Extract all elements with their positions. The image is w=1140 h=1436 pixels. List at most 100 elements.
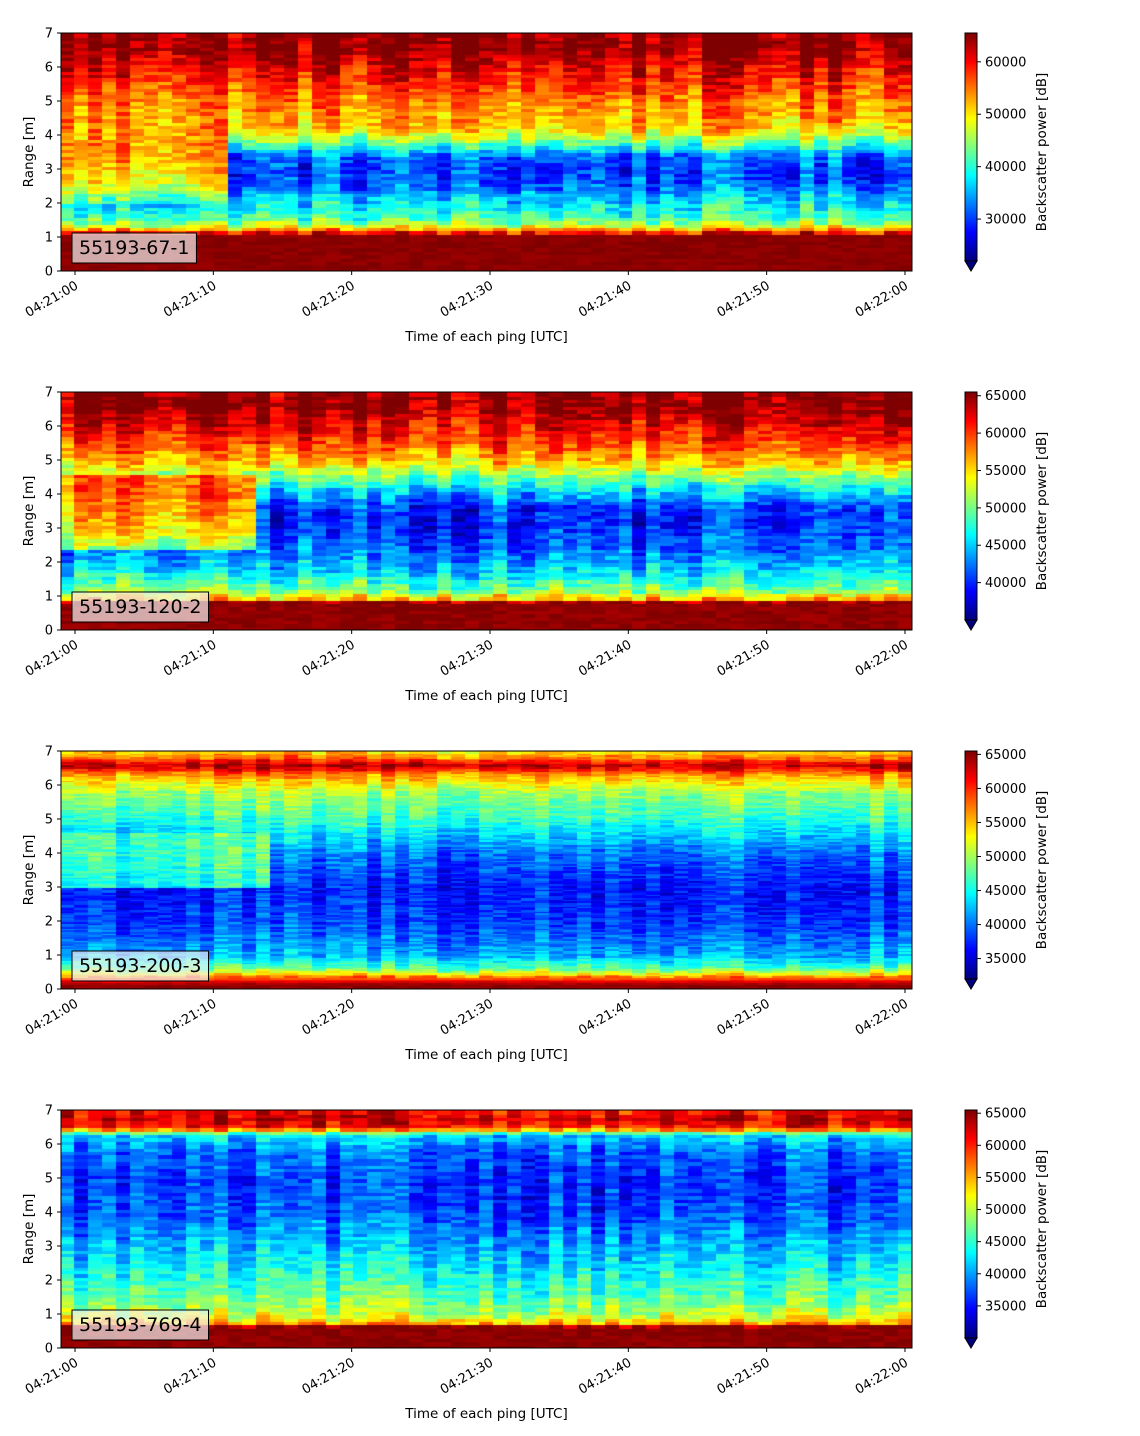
heatmap-image <box>61 392 912 630</box>
colorbar-label: Backscatter power [dB] <box>1034 791 1050 950</box>
colorbar-tick-label: 45000 <box>985 539 1026 554</box>
sample-label: 55193-67-1 <box>79 237 189 259</box>
y-tick-label: 2 <box>45 197 53 212</box>
x-tick-label: 04:21:00 <box>23 996 81 1038</box>
x-tick-label: 04:21:10 <box>161 996 219 1038</box>
colorbar-tick-label: 50000 <box>985 501 1026 516</box>
x-tick-label: 04:21:40 <box>576 637 634 679</box>
y-tick-label: 6 <box>45 1138 53 1153</box>
sample-label: 55193-120-2 <box>79 596 202 618</box>
x-tick-label: 04:21:10 <box>161 278 219 320</box>
y-tick-label: 4 <box>45 488 53 503</box>
y-tick-label: 3 <box>45 1240 53 1255</box>
x-tick-label: 04:21:40 <box>576 1355 634 1397</box>
colorbar-tick-label: 55000 <box>985 1171 1026 1186</box>
sample-label-box <box>71 591 210 623</box>
x-tick-label: 04:21:20 <box>300 996 358 1038</box>
y-tick-label: 7 <box>45 386 53 401</box>
x-tick-label: 04:22:00 <box>853 996 911 1038</box>
y-tick-label: 2 <box>45 556 53 571</box>
y-tick-label: 3 <box>45 522 53 537</box>
y-axis-label: Range [m] <box>21 117 37 188</box>
x-tick-label: 04:21:00 <box>23 1355 81 1397</box>
sample-label-box <box>71 1309 210 1341</box>
colorbar-gradient <box>965 33 977 261</box>
colorbar-tick-label: 35000 <box>985 1299 1026 1314</box>
colorbar-frame <box>964 1109 978 1339</box>
colorbar-tick-label: 55000 <box>985 464 1026 479</box>
colorbar-tick-label: 45000 <box>985 1235 1026 1250</box>
heatmap-image <box>61 33 912 271</box>
x-axis-label: Time of each ping [UTC] <box>404 1047 568 1063</box>
colorbar-tick-label: 40000 <box>985 918 1026 933</box>
y-tick-label: 6 <box>45 61 53 76</box>
colorbar-frame <box>964 391 978 621</box>
sample-label: 55193-200-3 <box>79 955 202 977</box>
x-tick-label: 04:21:30 <box>438 996 496 1038</box>
colorbar-extend-min <box>964 619 978 631</box>
colorbar-tick-label: 55000 <box>985 816 1026 831</box>
sample-label: 55193-769-4 <box>79 1314 202 1336</box>
colorbar-tick-label: 60000 <box>985 427 1026 442</box>
axes-frame <box>60 750 913 990</box>
y-tick-label: 2 <box>45 915 53 930</box>
y-tick-label: 1 <box>45 1308 53 1323</box>
y-tick-label: 4 <box>45 129 53 144</box>
colorbar-gradient <box>965 1110 977 1338</box>
x-tick-label: 04:21:00 <box>23 637 81 679</box>
y-tick-label: 0 <box>45 624 53 639</box>
x-tick-label: 04:21:00 <box>23 278 81 320</box>
y-tick-label: 0 <box>45 1342 53 1357</box>
x-tick-label: 04:21:30 <box>438 1355 496 1397</box>
y-tick-label: 1 <box>45 949 53 964</box>
colorbar-tick-label: 40000 <box>985 1267 1026 1282</box>
x-tick-label: 04:21:40 <box>576 996 634 1038</box>
colorbar-tick-label: 60000 <box>985 1139 1026 1154</box>
axes-frame <box>60 32 913 272</box>
x-tick-label: 04:22:00 <box>853 637 911 679</box>
y-tick-label: 5 <box>45 1172 53 1187</box>
y-axis-label: Range [m] <box>21 476 37 547</box>
heatmap-image <box>61 1110 912 1348</box>
y-tick-label: 5 <box>45 95 53 110</box>
y-axis-label: Range [m] <box>21 1194 37 1265</box>
colorbar-frame <box>964 750 978 980</box>
x-axis-label: Time of each ping [UTC] <box>404 329 568 345</box>
x-tick-label: 04:21:10 <box>161 637 219 679</box>
y-tick-label: 4 <box>45 847 53 862</box>
heatmap-image <box>61 751 912 989</box>
colorbar-tick-label: 60000 <box>985 782 1026 797</box>
x-tick-label: 04:21:40 <box>576 278 634 320</box>
y-tick-label: 0 <box>45 983 53 998</box>
colorbar-tick-label: 50000 <box>985 850 1026 865</box>
y-tick-label: 7 <box>45 745 53 760</box>
colorbar-tick-label: 45000 <box>985 884 1026 899</box>
colorbar-frame <box>964 32 978 262</box>
x-tick-label: 04:22:00 <box>853 1355 911 1397</box>
colorbar-tick-label: 65000 <box>985 748 1026 763</box>
y-tick-label: 1 <box>45 231 53 246</box>
y-tick-label: 3 <box>45 881 53 896</box>
colorbar-extend-min <box>964 978 978 990</box>
y-tick-label: 0 <box>45 265 53 280</box>
y-tick-label: 6 <box>45 420 53 435</box>
x-tick-label: 04:21:20 <box>300 278 358 320</box>
chart-panel-3: 0 1 2 3 4 5 6 7 04:21:00 04:21:10 04:21:20 04:21:30… <box>21 745 1050 1064</box>
chart-panel-2: 0 1 2 3 4 5 6 7 04:21:00 04:21:10 04:21:20 04:21:30… <box>21 386 1050 705</box>
colorbar-gradient <box>965 392 977 620</box>
y-tick-label: 5 <box>45 813 53 828</box>
axes-frame <box>60 391 913 631</box>
chart-panel-1: 0 1 2 3 4 5 6 7 04:21:00 04:21:10 04:21:20 04:21:30… <box>21 27 1050 346</box>
sample-label-box <box>71 232 197 264</box>
colorbar-tick-label: 65000 <box>985 389 1026 404</box>
colorbar-tick-label: 40000 <box>985 576 1026 591</box>
y-tick-label: 3 <box>45 163 53 178</box>
x-tick-label: 04:21:30 <box>438 637 496 679</box>
axes-frame <box>60 1109 913 1349</box>
sample-label-box <box>71 950 210 982</box>
x-tick-label: 04:21:50 <box>715 278 773 320</box>
colorbar-label: Backscatter power [dB] <box>1034 432 1050 591</box>
y-tick-label: 5 <box>45 454 53 469</box>
colorbar-tick-label: 50000 <box>985 1203 1026 1218</box>
